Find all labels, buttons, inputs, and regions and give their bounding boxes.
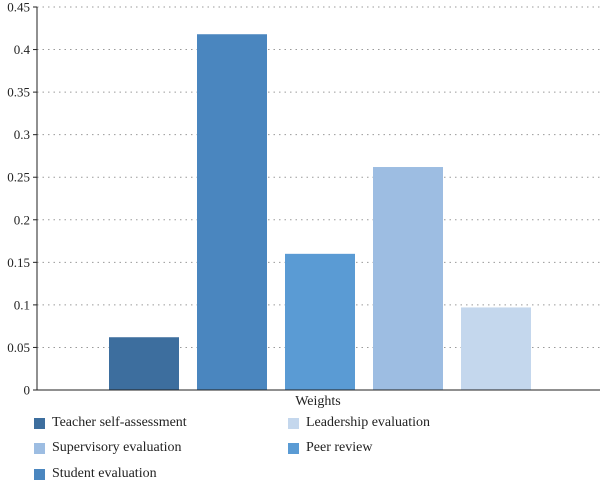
y-tick-label: 0.1 (14, 297, 30, 312)
y-tick-label: 0.05 (7, 340, 30, 355)
y-tick-label: 0.25 (7, 170, 30, 185)
y-tick-label: 0.4 (14, 42, 31, 57)
bars (109, 34, 531, 390)
legend-item-supervisory-evaluation: Supervisory evaluation (34, 440, 181, 456)
y-tick-label: 0.45 (7, 0, 30, 15)
y-tick-label: 0 (24, 383, 31, 398)
legend-label: Supervisory evaluation (52, 440, 182, 455)
y-axis-ticks: 0 0.05 0.1 0.15 0.2 0.25 0.3 0.35 0.4 0.45 (7, 0, 37, 398)
legend-swatch (34, 468, 45, 480)
legend-label: Peer review (306, 440, 373, 455)
bar-chart: 0 0.05 0.1 0.15 0.2 0.25 0.3 0.35 0.4 0.45 Weight… (7, 0, 600, 409)
legend-item-peer-review: Peer review (288, 440, 372, 456)
bar-supervisory-evaluation (373, 167, 443, 390)
legend-item-teacher-self-assessment: Teacher self-assessment (34, 415, 187, 431)
legend-label: Leadership evaluation (306, 415, 431, 430)
bar-teacher-self-assessment (109, 337, 179, 390)
bar-student-evaluation (197, 34, 267, 390)
legend-swatch (34, 417, 45, 429)
legend-item-leadership-evaluation: Leadership evaluation (288, 415, 430, 431)
legend: Teacher self-assessment Leadership evalua… (0, 410, 600, 486)
legend-swatch (288, 442, 299, 454)
bar-leadership-evaluation (461, 307, 531, 390)
legend-label: Student evaluation (52, 466, 157, 481)
y-tick-label: 0.15 (7, 255, 30, 270)
y-tick-label: 0.2 (14, 212, 30, 227)
x-axis-title: Weights (295, 394, 341, 409)
y-tick-label: 0.35 (7, 85, 30, 100)
legend-label: Teacher self-assessment (52, 415, 187, 430)
legend-item-student-evaluation: Student evaluation (34, 466, 157, 482)
bar-peer-review (285, 253, 355, 390)
y-tick-label: 0.3 (14, 127, 30, 142)
legend-swatch (34, 442, 45, 454)
legend-swatch (288, 417, 299, 429)
